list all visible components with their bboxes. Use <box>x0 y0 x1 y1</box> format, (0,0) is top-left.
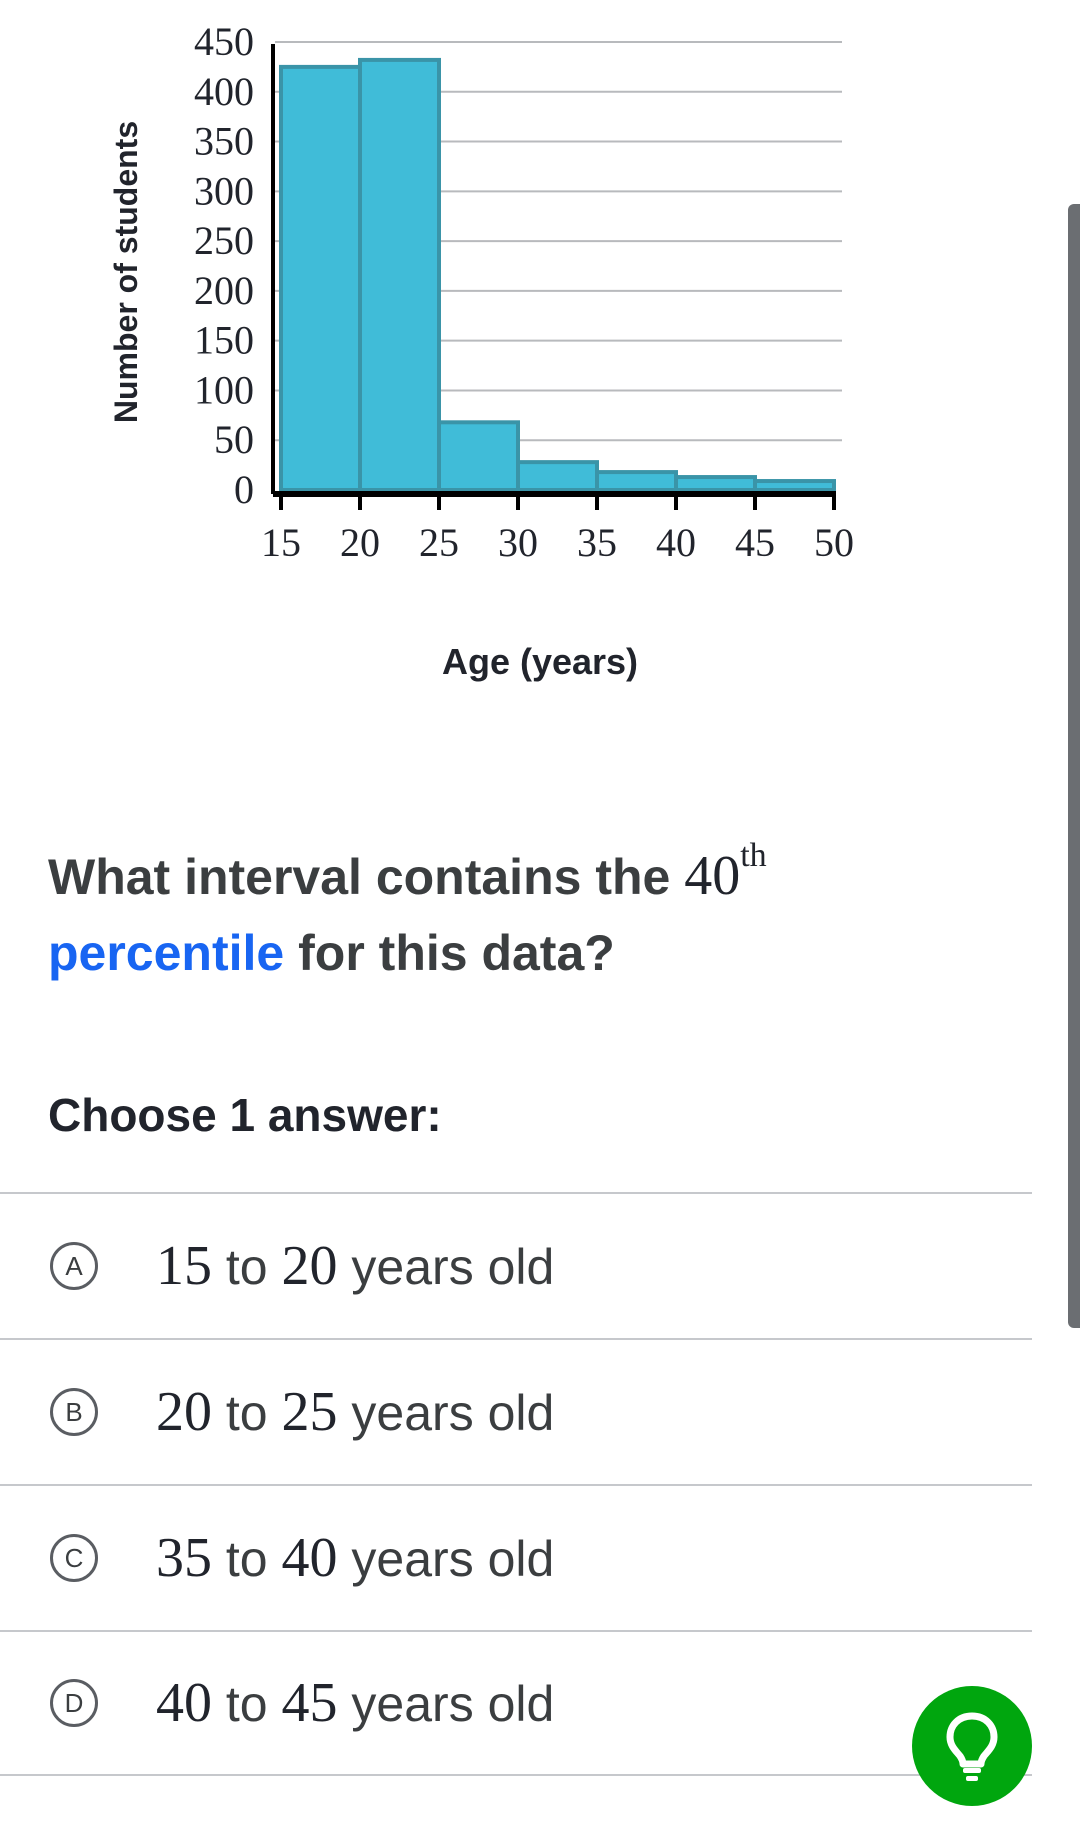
choice-b-unit: years old <box>351 1385 555 1441</box>
scrollbar[interactable] <box>1068 204 1080 1328</box>
x-tick-label: 50 <box>814 520 854 565</box>
x-tick-label: 25 <box>419 520 459 565</box>
x-tick-label: 35 <box>577 520 617 565</box>
ordinal-value: 40 <box>684 845 741 907</box>
histogram-bar <box>595 470 678 492</box>
ordinal-number: 40th <box>684 839 766 908</box>
choice-a-from: 15 <box>156 1235 212 1297</box>
choice-c-from: 35 <box>156 1527 212 1589</box>
y-tick-label: 250 <box>194 218 254 263</box>
choice-d-from: 40 <box>156 1672 212 1734</box>
question-prefix: What interval contains the <box>48 849 671 905</box>
y-tick-label: 300 <box>194 168 254 213</box>
choice-letter-a: A <box>50 1242 98 1290</box>
answer-choices: A 15 to 20 years old B 20 to 25 years ol… <box>0 1192 1032 1776</box>
choice-text-c: 35 to 40 years old <box>156 1526 554 1590</box>
y-tick-label: 50 <box>214 417 254 462</box>
x-axis-label: Age (years) <box>442 641 638 682</box>
choice-d-unit: years old <box>351 1676 555 1732</box>
ordinal-suffix: th <box>740 837 767 874</box>
y-tick-label: 350 <box>194 119 254 164</box>
choice-d-to: 45 <box>281 1672 338 1734</box>
x-tick-label: 15 <box>261 520 301 565</box>
choice-b-to-word: to <box>225 1385 268 1441</box>
y-tick-label: 0 <box>234 467 254 512</box>
y-tick-label: 150 <box>194 318 254 363</box>
choice-d[interactable]: D 40 to 45 years old <box>0 1630 1032 1776</box>
lightbulb-icon <box>946 1712 998 1781</box>
histogram-bar <box>516 460 599 493</box>
choice-letter-d: D <box>50 1679 98 1727</box>
y-axis-label: Number of students <box>108 121 144 423</box>
choice-letter-c: C <box>50 1534 98 1582</box>
choice-text-b: 20 to 25 years old <box>156 1380 554 1444</box>
y-tick-label: 200 <box>194 268 254 313</box>
histogram-bar <box>753 479 836 493</box>
y-tick-label: 100 <box>194 367 254 412</box>
histogram-bar <box>437 420 520 492</box>
choice-a[interactable]: A 15 to 20 years old <box>0 1192 1032 1338</box>
choice-text-a: 15 to 20 years old <box>156 1234 554 1298</box>
axes <box>271 44 836 510</box>
choice-b-from: 20 <box>156 1381 212 1443</box>
choice-a-unit: years old <box>351 1239 555 1295</box>
choice-a-to-word: to <box>225 1239 268 1295</box>
histogram-bar <box>674 475 757 492</box>
choice-letter-b: B <box>50 1388 98 1436</box>
x-tick-label: 40 <box>656 520 696 565</box>
choice-b[interactable]: B 20 to 25 years old <box>0 1338 1032 1484</box>
x-tick-label: 20 <box>340 520 380 565</box>
question-text: What interval contains the 40th percenti… <box>48 838 1008 991</box>
bars <box>279 57 836 493</box>
choice-a-to: 20 <box>281 1235 338 1297</box>
histogram-bar <box>358 57 441 492</box>
x-tick-labels: 15 20 25 30 35 40 45 50 <box>261 520 854 565</box>
x-tick-label: 45 <box>735 520 775 565</box>
choice-d-to-word: to <box>225 1676 268 1732</box>
choice-c-to: 40 <box>281 1527 338 1589</box>
percentile-link[interactable]: percentile <box>48 925 285 981</box>
histogram-bar <box>279 64 362 492</box>
x-tick-label: 30 <box>498 520 538 565</box>
y-tick-label: 400 <box>194 69 254 114</box>
question-suffix: for this data? <box>298 925 615 981</box>
choice-b-to: 25 <box>281 1381 338 1443</box>
choice-c[interactable]: C 35 to 40 years old <box>0 1484 1032 1630</box>
choice-text-d: 40 to 45 years old <box>156 1671 554 1735</box>
choice-c-unit: years old <box>351 1531 555 1587</box>
y-tick-label: 450 <box>194 19 254 64</box>
choose-label: Choose 1 answer: <box>48 1089 442 1141</box>
choice-c-to-word: to <box>225 1531 268 1587</box>
hint-button[interactable] <box>912 1686 1032 1806</box>
